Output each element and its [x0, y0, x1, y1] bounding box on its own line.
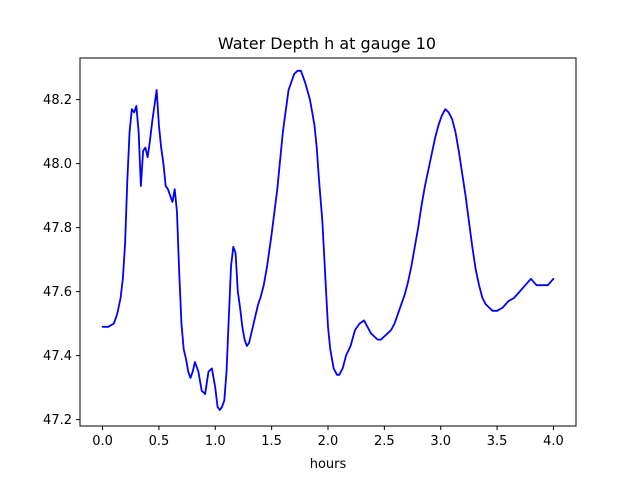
x-tick-label: 4.0 [543, 434, 564, 449]
x-tick-label: 3.5 [487, 434, 508, 449]
chart-title: Water Depth h at gauge 10 [218, 34, 436, 53]
x-tick-label: 2.0 [318, 434, 339, 449]
series-line [101, 69, 555, 411]
x-tick-label: 0.5 [149, 434, 170, 449]
y-axis: 47.2 47.4 47.6 47.8 48.0 48.2 [43, 93, 80, 428]
x-tick-label: 1.0 [205, 434, 226, 449]
x-tick-label: 2.5 [374, 434, 395, 449]
y-tick-label: 48.0 [43, 157, 72, 172]
x-tick-label: 1.5 [261, 434, 282, 449]
x-tick-label: 3.0 [430, 434, 451, 449]
y-tick-label: 47.8 [43, 221, 72, 236]
x-tick-label: 0.0 [92, 434, 113, 449]
y-tick-label: 48.2 [43, 93, 72, 108]
x-axis: 0.0 0.5 1.0 1.5 2.0 2.5 3.0 3.5 4.0 [92, 426, 564, 449]
y-tick-label: 47.4 [43, 349, 72, 364]
y-tick-label: 47.6 [43, 285, 72, 300]
series-layer [101, 69, 555, 411]
y-tick-label: 47.2 [43, 413, 72, 428]
x-axis-label: hours [310, 457, 347, 472]
